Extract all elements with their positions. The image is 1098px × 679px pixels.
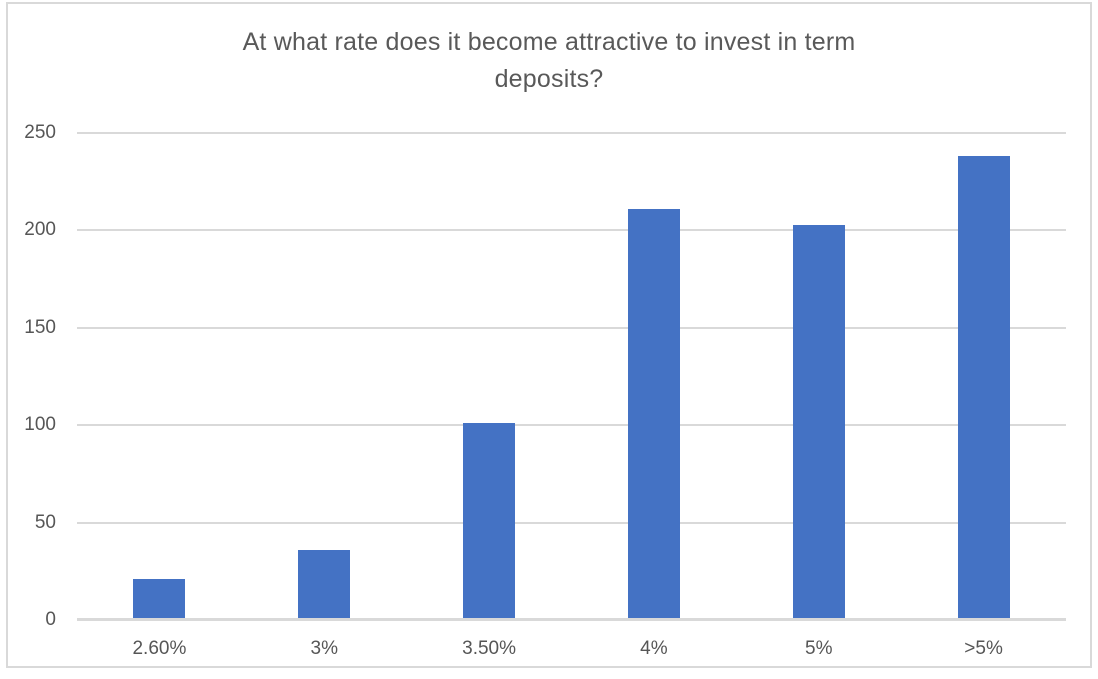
y-tick-label-150: 150 xyxy=(24,316,56,338)
gridline-y-250 xyxy=(77,132,1066,134)
chart-title-line-1: At what rate does it become attractive t… xyxy=(242,28,856,56)
bar-3% xyxy=(298,549,351,620)
bar->5% xyxy=(957,156,1010,620)
chart-title-line-2: deposits? xyxy=(494,65,604,93)
bar-2.60% xyxy=(133,579,186,620)
plot-area xyxy=(77,132,1066,621)
y-tick-label-0: 0 xyxy=(45,609,56,630)
bar-3.50% xyxy=(463,423,516,620)
chart-frame xyxy=(6,2,1092,668)
x-axis-line xyxy=(77,618,1066,621)
y-tick-label-50: 50 xyxy=(34,511,56,533)
x-tick-label-4%: 4% xyxy=(640,638,668,659)
x-tick-label-2.60%: 2.60% xyxy=(132,638,187,659)
y-tick-label-250: 250 xyxy=(24,122,56,143)
y-tick-label-200: 200 xyxy=(24,219,56,241)
gridline-y-50 xyxy=(77,521,1066,524)
chart-title: At what rate does it become attractive t… xyxy=(0,24,1098,98)
y-tick-label-100: 100 xyxy=(24,414,56,436)
gridline-y-200 xyxy=(77,229,1066,232)
x-tick-label-5%: 5% xyxy=(805,638,833,659)
x-tick-label-3.50%: 3.50% xyxy=(462,638,517,659)
x-tick-label->5%: >5% xyxy=(964,638,1003,659)
gridline-y-150 xyxy=(77,326,1066,329)
bar-4% xyxy=(627,208,680,620)
x-tick-label-3%: 3% xyxy=(310,638,338,659)
gridline-y-100 xyxy=(77,424,1066,427)
bar-5% xyxy=(792,224,845,620)
